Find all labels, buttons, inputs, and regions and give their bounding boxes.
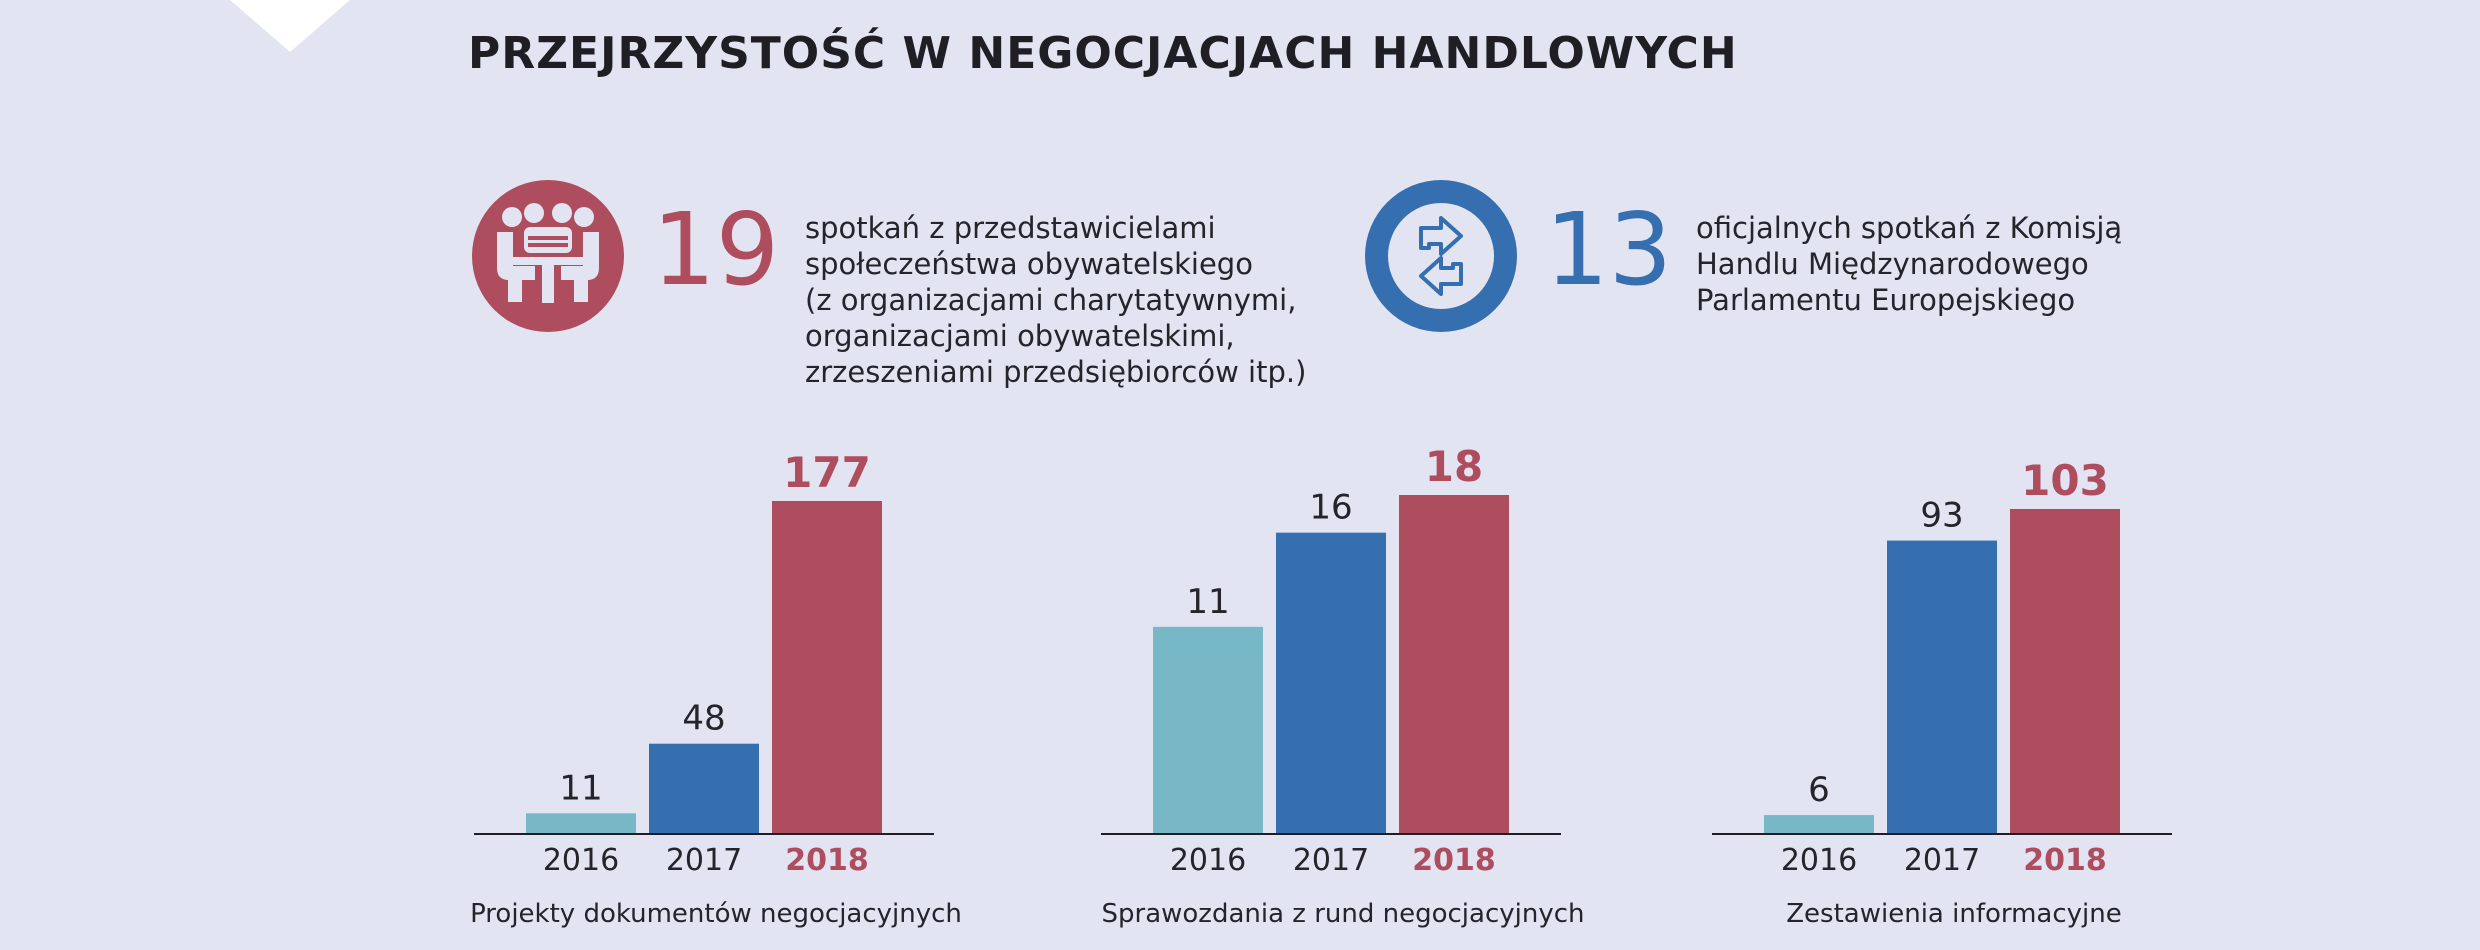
tick-label: 2017: [666, 843, 742, 878]
bar: [1276, 532, 1386, 834]
data-label: 18: [1425, 442, 1483, 491]
tick-label: 2017: [1904, 843, 1980, 878]
x-axis-label: Sprawozdania z rund negocjacyjnych: [1102, 899, 1585, 929]
tick-label: 2018: [1412, 843, 1496, 878]
bar: [649, 743, 759, 834]
bar: [1399, 495, 1509, 834]
tick-label: 2017: [1293, 843, 1369, 878]
meeting-people-icon: [472, 180, 624, 332]
data-label: 11: [1186, 582, 1229, 622]
bar: [526, 813, 636, 834]
tick-label: 2018: [2023, 843, 2107, 878]
stat-value-meetings-civil-society: 19: [652, 191, 780, 308]
bar: [2010, 509, 2120, 834]
bar: [1887, 540, 1997, 834]
x-axis-label: Zestawienia informacyjne: [1786, 899, 2122, 929]
stat-description-meetings-civil-society: spotkań z przedstawicielami społeczeństw…: [805, 211, 1307, 389]
bar: [772, 501, 882, 834]
bar: [1153, 626, 1263, 834]
corner-notch-decoration: [230, 0, 350, 52]
exchange-arrows-icon: [1365, 180, 1517, 332]
bar: [1764, 815, 1874, 834]
data-label: 6: [1808, 770, 1830, 810]
x-axis-label: Projekty dokumentów negocjacyjnych: [470, 899, 962, 929]
page-title: PRZEJRZYSTOŚĆ W NEGOCJACJACH HANDLOWYCH: [468, 28, 1738, 79]
data-label: 103: [2021, 456, 2109, 505]
data-label: 48: [682, 699, 725, 739]
data-label: 16: [1309, 488, 1352, 528]
stat-description-meetings-parliament: oficjalnych spotkań z Komisją Handlu Mię…: [1696, 211, 2123, 317]
tick-label: 2016: [1170, 843, 1246, 878]
stat-value-meetings-parliament: 13: [1545, 191, 1673, 308]
tick-label: 2018: [785, 843, 869, 878]
tick-label: 2016: [543, 843, 619, 878]
data-label: 11: [559, 768, 602, 808]
data-label: 177: [783, 448, 871, 497]
tick-label: 2016: [1781, 843, 1857, 878]
data-label: 93: [1920, 496, 1963, 536]
